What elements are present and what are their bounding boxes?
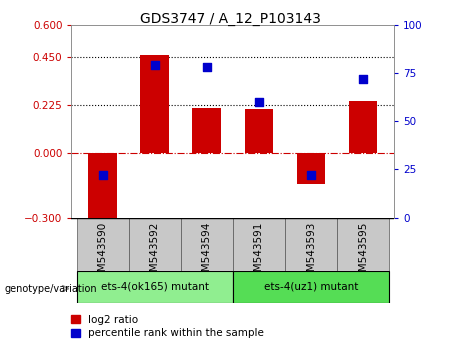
Point [255,99,262,105]
Legend: log2 ratio, percentile rank within the sample: log2 ratio, percentile rank within the s… [71,315,264,338]
Text: GSM543591: GSM543591 [254,222,264,285]
Bar [244,109,273,153]
Bar [129,218,181,271]
Text: GSM543593: GSM543593 [306,222,316,285]
Text: GDS3747 / A_12_P103143: GDS3747 / A_12_P103143 [140,12,321,27]
Text: GSM543590: GSM543590 [98,222,108,285]
Bar [77,271,233,303]
Text: GSM543592: GSM543592 [150,222,160,285]
Text: GSM543594: GSM543594 [202,222,212,285]
Point [99,172,106,178]
Bar [296,153,325,184]
Text: ets-4(ok165) mutant: ets-4(ok165) mutant [101,282,209,292]
Bar [89,153,117,226]
Point [359,76,366,82]
Point [203,64,211,70]
Bar [181,218,233,271]
Point [307,172,314,178]
Text: genotype/variation: genotype/variation [5,284,97,293]
Bar [337,218,389,271]
Bar [141,55,169,153]
Bar [285,218,337,271]
Bar [77,218,129,271]
Bar [233,271,389,303]
Bar [349,101,377,153]
Text: ets-4(uz1) mutant: ets-4(uz1) mutant [264,282,358,292]
Bar [193,108,221,153]
Bar [233,218,285,271]
Text: GSM543595: GSM543595 [358,222,368,285]
Point [151,62,159,68]
